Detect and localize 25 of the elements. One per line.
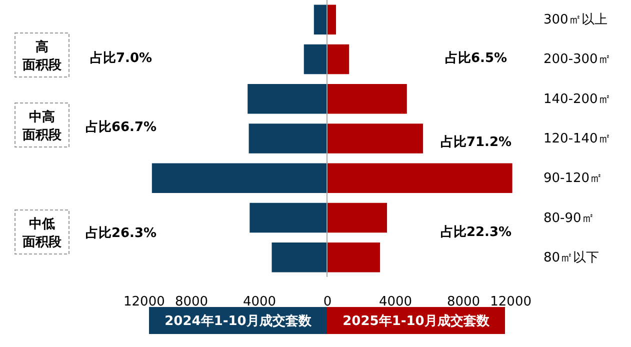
y-tick-label: 140-200㎡ [544,92,611,107]
annotation: 占比66.7% [85,120,157,135]
x-tick-label: 12000 [490,294,532,310]
text: 中低面积段 [22,217,62,250]
y-tick-label: 200-300㎡ [544,52,611,68]
x-tick-label: 4000 [378,294,412,310]
annotation: 占比71.2% [440,135,512,150]
annotation: 占比26.3% [85,226,157,241]
x-tick-label: 12000 [124,294,165,310]
text: 中高面积段 [22,109,62,143]
y-tick-label: 80-90㎡ [544,210,594,226]
x-tick-label: 4000 [242,294,276,310]
text: 高面积段 [22,39,62,73]
y-tick-label: 300㎡以上 [544,12,608,28]
x-tick-label: 8000 [174,294,208,310]
text: 2025年1-10月成交套数 [342,313,490,329]
y-tick-label: 90-120㎡ [544,171,603,186]
x-tick-label: 0 [323,294,332,310]
annotation: 占比22.3% [440,225,512,240]
y-tick-label: 80㎡以下 [544,250,600,266]
y-tick-label: 120-140㎡ [544,132,611,146]
annotation: 占比7.0% [90,51,152,66]
x-tick-label: 8000 [446,294,480,310]
text: 2024年1-10月成交套数 [164,313,312,329]
annotation: 占比6.5% [444,51,508,66]
